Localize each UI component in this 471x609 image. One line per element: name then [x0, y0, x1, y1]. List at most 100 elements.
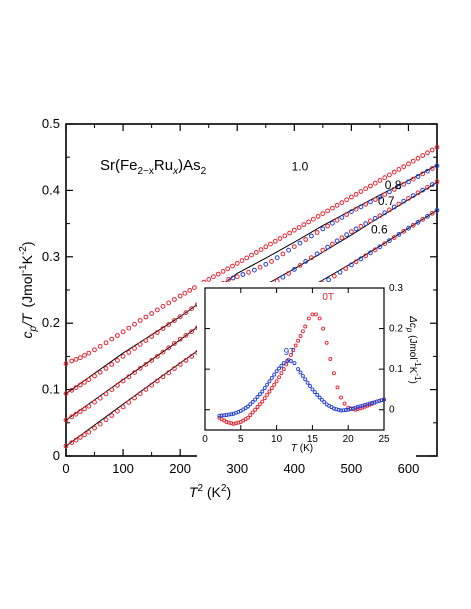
- inset-data-point: [277, 375, 281, 380]
- data-point: [230, 275, 236, 281]
- inset-data-point: [288, 359, 293, 363]
- inset-data-point: [317, 395, 322, 400]
- data-point: [192, 285, 197, 291]
- data-point: [425, 184, 430, 190]
- data-point: [429, 210, 435, 216]
- inset-data-point: [296, 338, 301, 343]
- data-point: [325, 223, 331, 229]
- inset-data-point: [319, 397, 324, 402]
- inset-data-point: [219, 413, 224, 418]
- data-point: [429, 166, 435, 171]
- data-point: [387, 172, 392, 178]
- data-point: [211, 274, 216, 280]
- data-point: [160, 374, 166, 380]
- data-point: [269, 259, 274, 264]
- inset-data-point: [353, 405, 358, 410]
- data-point: [368, 250, 373, 256]
- inset-data-point: [292, 361, 297, 366]
- inset-data-point: [317, 316, 322, 321]
- data-point: [172, 318, 177, 323]
- inset-data-point: [262, 386, 267, 391]
- data-point: [334, 238, 340, 244]
- inset-data-point: [303, 324, 308, 329]
- data-point: [126, 374, 132, 380]
- data-point: [149, 334, 155, 339]
- data-point: [372, 180, 378, 186]
- data-point: [429, 182, 435, 187]
- data-point: [69, 414, 75, 420]
- data-point: [149, 358, 155, 363]
- inset-data-point: [343, 408, 348, 412]
- data-point: [143, 362, 149, 367]
- data-point: [425, 150, 430, 156]
- data-point: [320, 247, 326, 253]
- data-point: [330, 205, 335, 211]
- data-point: [97, 344, 103, 349]
- inset-data-point: [300, 373, 305, 378]
- data-point: [309, 233, 314, 239]
- inset-data-point: [336, 407, 341, 412]
- inset-data-point: [382, 397, 386, 402]
- data-point: [63, 443, 69, 449]
- data-point: [109, 336, 115, 342]
- inset-data-point: [312, 390, 317, 395]
- data-point: [63, 361, 69, 367]
- data-point: [73, 357, 79, 362]
- data-point: [132, 321, 137, 327]
- data-point: [309, 255, 314, 261]
- data-point: [410, 222, 416, 228]
- data-point: [86, 377, 92, 383]
- data-point: [372, 197, 378, 202]
- data-point: [77, 409, 83, 414]
- data-point: [401, 198, 407, 204]
- data-point: [363, 253, 369, 259]
- inset-data-point: [279, 371, 284, 376]
- data-point: [325, 244, 331, 250]
- inset-data-point: [262, 396, 267, 401]
- inset-data-point: [253, 407, 258, 412]
- data-point: [415, 190, 421, 196]
- data-point: [274, 255, 280, 261]
- data-point: [387, 189, 392, 195]
- data-point: [263, 244, 269, 250]
- x-tick-label: 500: [341, 461, 363, 476]
- data-point: [425, 168, 430, 174]
- data-point: [310, 216, 316, 222]
- data-point: [337, 269, 343, 275]
- data-point: [331, 273, 337, 279]
- data-point: [92, 425, 97, 431]
- data-point: [339, 215, 345, 220]
- data-point: [182, 290, 188, 296]
- data-point: [239, 258, 245, 264]
- x-tick-label: 0: [62, 461, 69, 476]
- data-point: [225, 266, 231, 272]
- data-point: [92, 399, 97, 405]
- inset-data-point: [265, 392, 270, 397]
- data-point: [325, 208, 331, 214]
- data-point: [377, 213, 383, 219]
- x-tick-label: 100: [112, 461, 134, 476]
- data-point: [349, 194, 354, 200]
- inset-data-point: [246, 404, 250, 409]
- data-point: [368, 218, 373, 224]
- data-point: [120, 378, 126, 384]
- inset-data-point: [331, 371, 336, 376]
- inset-x-tick-label: 10: [271, 434, 283, 445]
- data-point: [73, 411, 79, 417]
- data-point: [132, 395, 137, 401]
- data-point: [363, 186, 369, 192]
- data-point: [420, 153, 426, 158]
- data-point: [372, 215, 378, 221]
- inset-data-point: [303, 377, 308, 382]
- data-point: [154, 330, 160, 335]
- inset-data-point: [274, 369, 279, 374]
- data-point: [415, 155, 421, 161]
- data-point: [291, 227, 297, 233]
- inset-data-point: [272, 372, 277, 377]
- data-point: [410, 158, 416, 164]
- data-point: [291, 267, 297, 272]
- data-point: [177, 293, 183, 299]
- inset-data-point: [348, 407, 353, 411]
- y-tick-label: 0.5: [42, 116, 60, 131]
